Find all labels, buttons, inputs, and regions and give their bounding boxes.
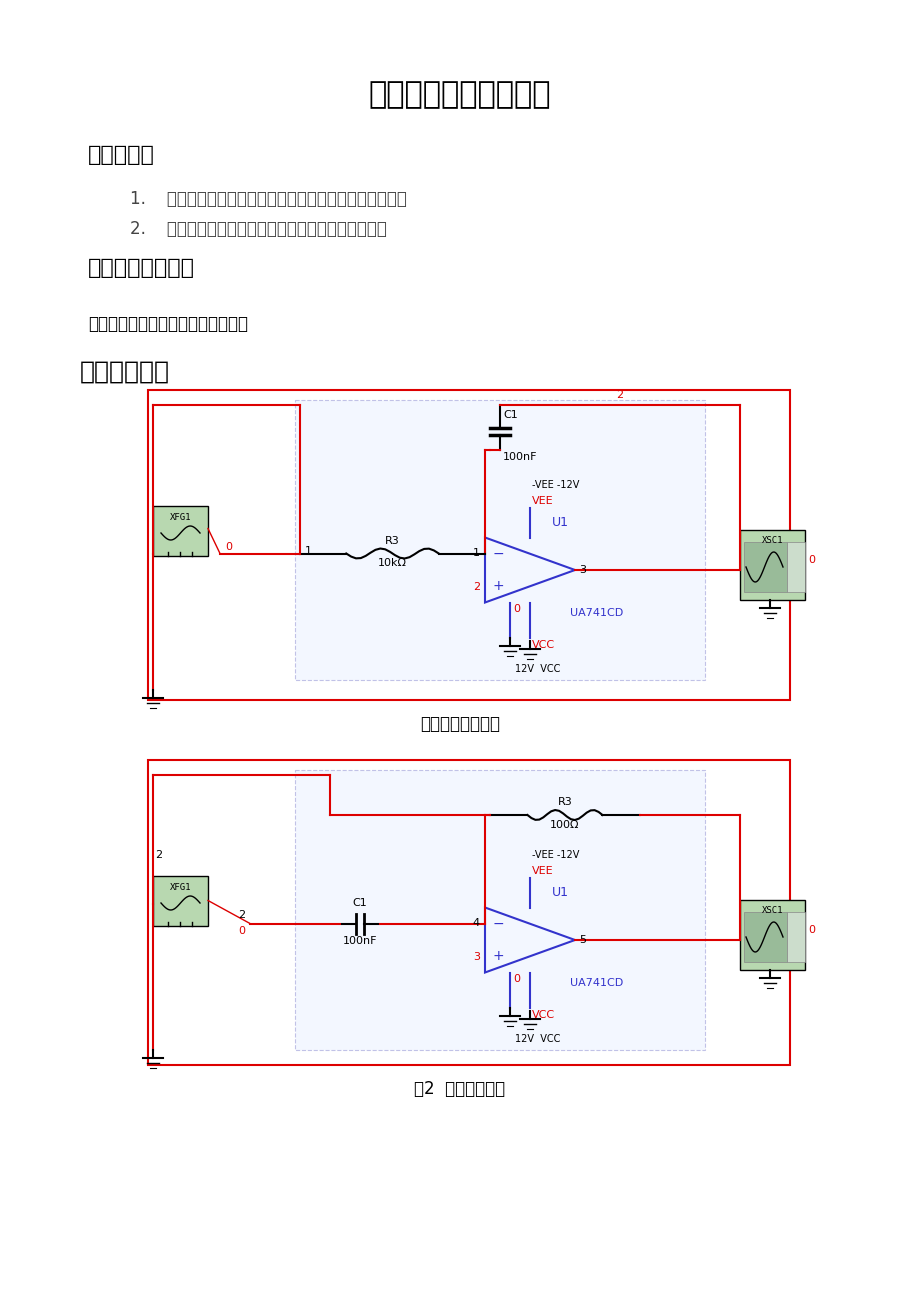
Text: 0: 0	[238, 927, 244, 936]
Text: −: −	[493, 917, 505, 931]
Text: 图１积分运算电路: 图１积分运算电路	[420, 715, 499, 733]
Text: 12V  VCC: 12V VCC	[515, 1035, 560, 1044]
Text: 要求：根据实际使用设备与器件填写: 要求：根据实际使用设备与器件填写	[88, 315, 248, 333]
Text: 、实验目的: 、实验目的	[88, 145, 154, 165]
Text: 2: 2	[238, 910, 244, 921]
Text: C1: C1	[352, 898, 367, 909]
Text: R3: R3	[557, 797, 572, 807]
Text: 2: 2	[616, 391, 623, 400]
Text: 2: 2	[472, 582, 480, 591]
Bar	[295, 769, 704, 1049]
Bar	[786, 911, 804, 962]
Text: 0: 0	[807, 555, 814, 565]
Text: +: +	[493, 949, 505, 963]
Text: 100Ω: 100Ω	[550, 820, 579, 829]
Text: 三、实验原理: 三、实验原理	[80, 359, 170, 384]
Text: VEE: VEE	[531, 496, 553, 505]
Text: −: −	[493, 547, 505, 560]
Bar	[739, 530, 804, 600]
Bar	[743, 911, 786, 962]
Text: 0: 0	[513, 974, 519, 984]
Bar	[786, 542, 804, 592]
Text: -VEE -12V: -VEE -12V	[531, 849, 579, 859]
Text: 5: 5	[578, 935, 585, 945]
Bar	[153, 875, 208, 926]
Bar	[739, 900, 804, 970]
Text: XSC1: XSC1	[761, 906, 782, 915]
Text: R3: R3	[384, 535, 399, 546]
Text: VCC: VCC	[531, 1010, 554, 1021]
Text: UA741CD: UA741CD	[570, 978, 622, 987]
Text: 1: 1	[472, 548, 480, 559]
Bar	[148, 760, 789, 1065]
Text: C1: C1	[503, 410, 517, 421]
Text: 3: 3	[578, 565, 585, 575]
Text: 2: 2	[154, 850, 162, 861]
Text: 1: 1	[305, 547, 312, 556]
Text: 1.    熟悉由集成运算放大器组成的积分和微分基本运算电路: 1. 熟悉由集成运算放大器组成的积分和微分基本运算电路	[130, 190, 406, 208]
Text: 12V  VCC: 12V VCC	[515, 664, 560, 674]
Text: VEE: VEE	[531, 866, 553, 875]
Text: XSC1: XSC1	[761, 536, 782, 546]
Text: 2.    了解运算放大器在实际应用时应考虑的一些问题。: 2. 了解运算放大器在实际应用时应考虑的一些问题。	[130, 220, 387, 238]
Text: 0: 0	[513, 604, 519, 615]
Bar	[743, 542, 786, 592]
Text: 图2  微分运算电路: 图2 微分运算电路	[414, 1079, 505, 1098]
Text: 3: 3	[472, 952, 480, 961]
Text: U1: U1	[550, 887, 568, 900]
Text: 实验：积分和微分电路: 实验：积分和微分电路	[369, 79, 550, 109]
Text: VCC: VCC	[531, 641, 554, 651]
Text: U1: U1	[550, 517, 568, 530]
Bar	[148, 391, 789, 700]
Bar	[295, 400, 704, 680]
Text: UA741CD: UA741CD	[570, 608, 622, 617]
Text: 10kΩ: 10kΩ	[377, 559, 406, 569]
Text: 0: 0	[807, 924, 814, 935]
Text: 、实验设备与器件: 、实验设备与器件	[88, 258, 195, 279]
Text: 0: 0	[225, 542, 232, 552]
Text: -VEE -12V: -VEE -12V	[531, 479, 579, 490]
Text: XFG1: XFG1	[170, 513, 191, 522]
Text: +: +	[493, 579, 505, 594]
Text: XFG1: XFG1	[170, 883, 191, 892]
Text: 100nF: 100nF	[503, 452, 537, 462]
Text: 4: 4	[472, 918, 480, 928]
Bar	[153, 505, 208, 556]
Text: 100nF: 100nF	[343, 936, 377, 945]
